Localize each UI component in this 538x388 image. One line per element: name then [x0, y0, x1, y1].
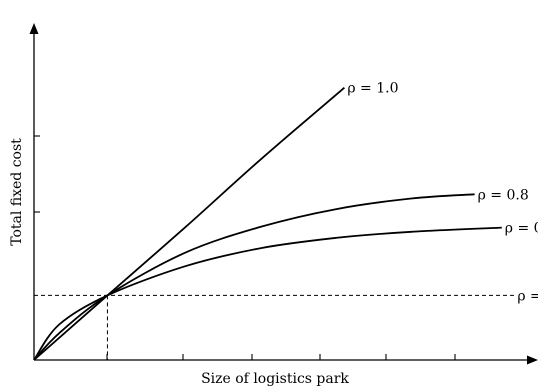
y-axis-arrow — [29, 23, 39, 34]
series-curves — [33, 87, 515, 361]
series-line-rho-10 — [33, 87, 345, 361]
x-axis-arrow — [527, 355, 538, 365]
x-axis-label: Size of logistics park — [201, 371, 349, 387]
series-line-rho-07 — [33, 226, 502, 361]
series-line-rho-08 — [33, 193, 475, 361]
y-axis-label: Total fixed cost — [9, 138, 25, 246]
series-label-rho-07: ρ = 0.7 — [505, 221, 538, 237]
series-label-rho-00: ρ = 0.0 — [517, 288, 538, 304]
series-label-rho-08: ρ = 0.8 — [478, 187, 529, 203]
series-labels: ρ = 1.0 ρ = 0.8 ρ = 0.7 ρ = 0.0 — [347, 81, 538, 305]
series-label-rho-10: ρ = 1.0 — [347, 81, 398, 97]
axes — [29, 23, 538, 365]
